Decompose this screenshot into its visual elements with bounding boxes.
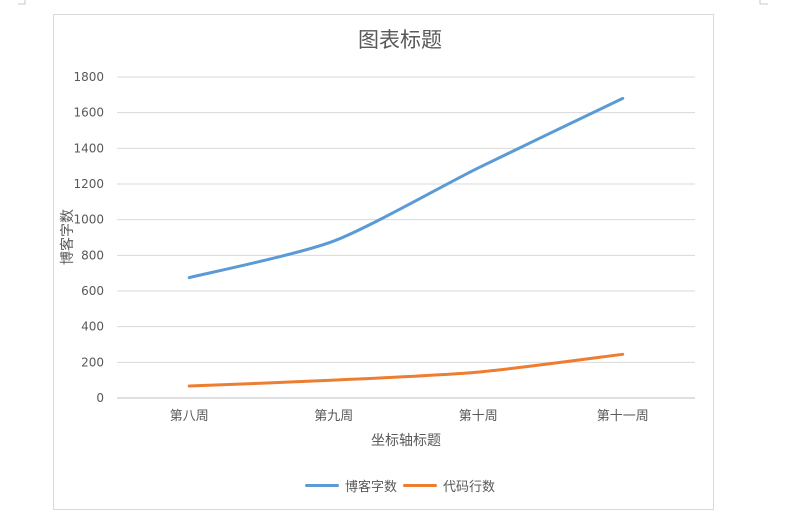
x-axis-title: 坐标轴标题 [371,433,441,449]
legend-item-blog-words[interactable]: 博客字数 [304,476,397,495]
y-tick-label: 200 [81,355,104,369]
y-tick-label: 1200 [73,177,104,191]
page-corner-mark-right [759,0,768,5]
chart-title[interactable]: 图表标题 [358,28,442,52]
legend-label-blog-words: 博客字数 [344,480,397,495]
chart-area[interactable] [53,14,714,510]
series-line-1[interactable] [187,352,625,388]
x-tick-label: 第十周 [459,409,498,424]
legend-swatch-blog-words [304,484,339,487]
page-corner-mark-left [18,0,26,5]
y-tick-label: 1400 [73,141,104,155]
legend-swatch-code-lines [403,484,437,487]
x-tick-label: 第九周 [314,409,353,424]
series-line-0[interactable] [187,96,625,280]
y-tick-label: 1600 [73,106,104,120]
legend[interactable]: 博客字数 代码行数 [0,476,800,495]
legend-item-code-lines[interactable]: 代码行数 [403,476,495,495]
y-axis-title: 博客字数 [59,209,76,265]
x-tick-label: 第十一周 [597,409,649,424]
y-tick-label: 800 [81,248,104,262]
y-tick-label: 600 [81,284,104,298]
y-tick-label: 400 [81,320,104,334]
y-tick-label: 1800 [73,70,104,84]
x-tick-label: 第八周 [170,409,209,424]
y-tick-label: 0 [96,391,104,405]
legend-label-code-lines: 代码行数 [443,480,496,495]
y-tick-label: 1000 [73,213,104,227]
